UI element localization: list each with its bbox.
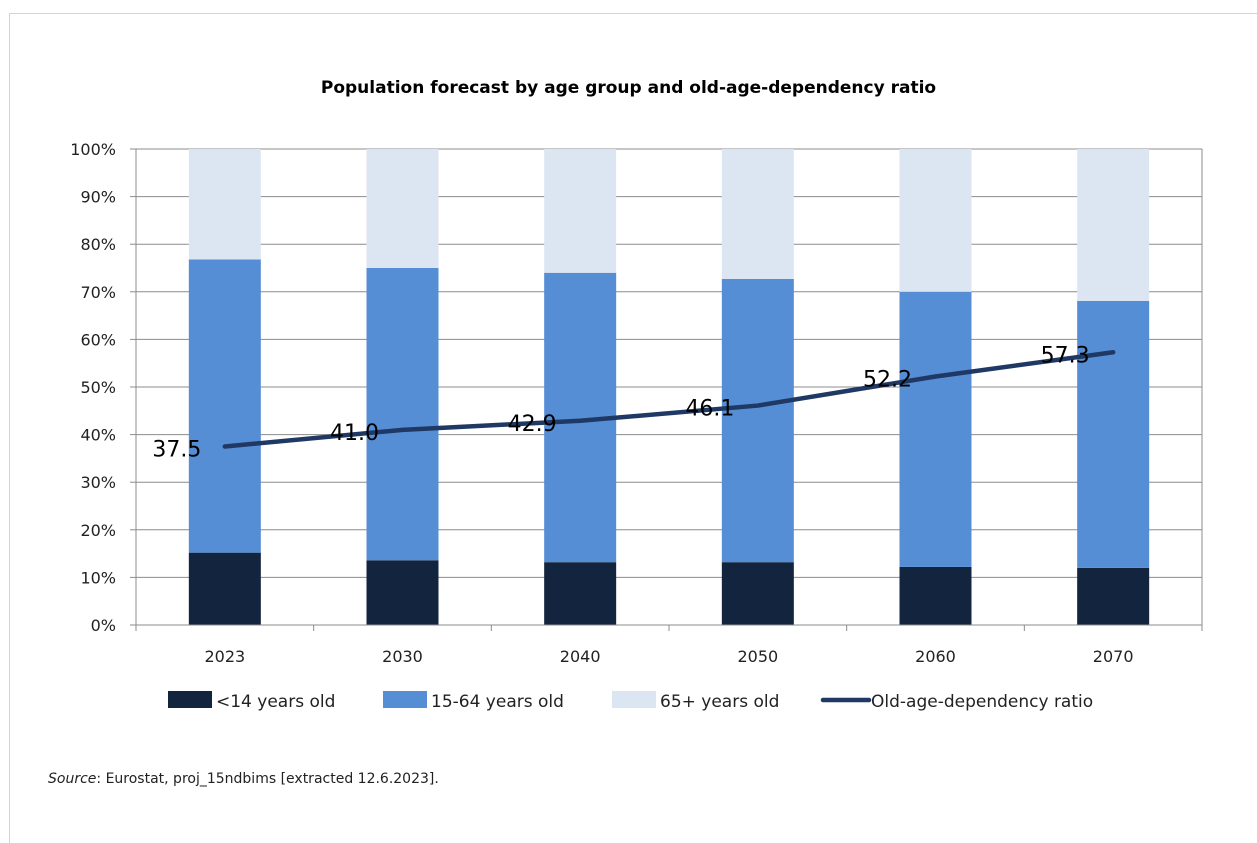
y-tick-label: 60% xyxy=(80,330,116,349)
bar-segment xyxy=(1077,567,1150,625)
chart-frame xyxy=(9,13,1257,843)
y-tick-label: 50% xyxy=(80,378,116,397)
bars xyxy=(188,149,1150,625)
legend-swatch xyxy=(612,691,656,708)
bar-segment xyxy=(721,149,794,279)
bar-segment xyxy=(899,566,972,625)
legend-label: Old-age-dependency ratio xyxy=(871,692,1093,712)
bar-segment xyxy=(1077,300,1150,568)
y-tick-label: 70% xyxy=(80,283,116,302)
bar-segment xyxy=(366,560,439,625)
data-label: 37.5 xyxy=(152,438,201,463)
y-tick-label: 10% xyxy=(80,568,116,587)
source-label: Source xyxy=(48,771,97,787)
bar-segment xyxy=(899,149,972,292)
y-tick-label: 90% xyxy=(80,188,116,207)
y-tick-label: 0% xyxy=(91,616,116,635)
bar-segment xyxy=(366,149,439,268)
x-tick-label: 2023 xyxy=(204,647,245,666)
data-label: 41.0 xyxy=(330,421,379,446)
y-tick-label: 40% xyxy=(80,426,116,445)
chart-svg: 0% 10% 20% 30% 40% 50% 60% 70% 80% 90% 100% 2023 203… xyxy=(70,140,1203,712)
gridlines xyxy=(136,148,1202,626)
y-tick-label: 80% xyxy=(80,235,116,254)
bar-segment xyxy=(544,562,617,625)
x-tick-label: 2070 xyxy=(1093,647,1134,666)
bar-segment xyxy=(366,268,439,561)
bar-segment xyxy=(544,149,617,273)
bar-segment xyxy=(188,259,261,553)
source-text: : Eurostat, proj_15ndbims [extracted 12.… xyxy=(96,771,439,787)
data-label: 42.9 xyxy=(508,412,557,437)
legend-swatch xyxy=(383,691,427,708)
bar-segment xyxy=(188,552,261,625)
legend-label: 65+ years old xyxy=(660,692,779,712)
data-labels: 37.5 41.0 42.9 46.1 52.2 57.3 xyxy=(152,343,1089,462)
legend-label: 15-64 years old xyxy=(431,692,564,712)
x-tick-label: 2050 xyxy=(737,647,778,666)
bar-segment xyxy=(1077,149,1150,301)
dependency-line xyxy=(222,350,1116,449)
y-tick-label: 30% xyxy=(80,473,116,492)
x-tick-label: 2040 xyxy=(560,647,601,666)
dependency-ratio-line xyxy=(222,350,1116,449)
x-tick-label: 2030 xyxy=(382,647,423,666)
y-tick-label: 20% xyxy=(80,521,116,540)
data-label: 52.2 xyxy=(863,368,912,393)
bar-segment xyxy=(721,562,794,625)
bar-segment xyxy=(721,278,794,563)
legend: <14 years old 15-64 years old 65+ years ol… xyxy=(168,691,1093,712)
legend-swatch xyxy=(168,691,212,708)
data-label: 46.1 xyxy=(685,397,734,422)
chart-title: Population forecast by age group and old… xyxy=(320,78,937,98)
x-tick-label: 2060 xyxy=(915,647,956,666)
y-tick-label: 100% xyxy=(70,140,116,159)
axes: 0% 10% 20% 30% 40% 50% 60% 70% 80% 90% 100% 2023 203… xyxy=(70,140,1203,666)
bar-segment xyxy=(899,291,972,567)
bar-segment xyxy=(188,149,261,260)
legend-label: <14 years old xyxy=(216,692,335,712)
source-note: Source: Eurostat, proj_15ndbims [extract… xyxy=(48,771,439,787)
data-label: 57.3 xyxy=(1041,343,1090,368)
